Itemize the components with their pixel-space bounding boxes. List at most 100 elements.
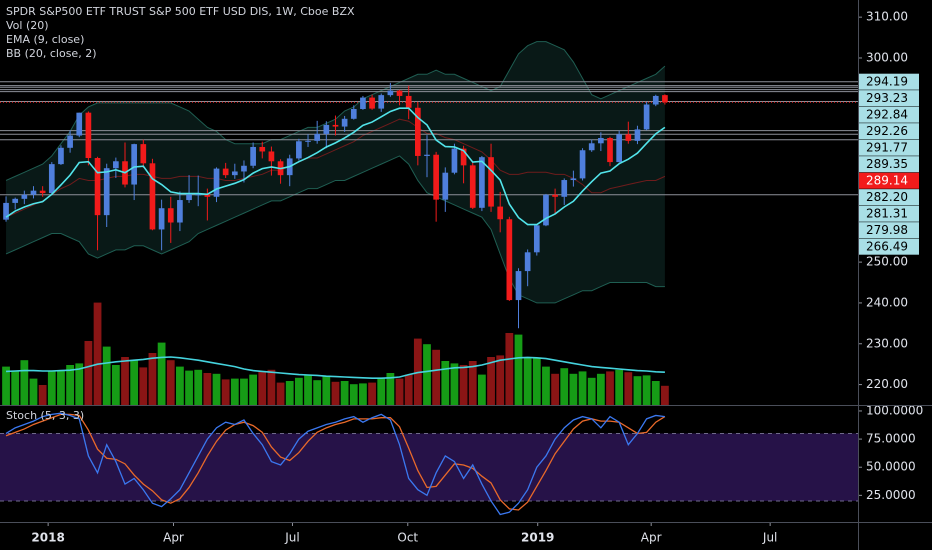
candle-body — [268, 151, 275, 162]
volume-bar — [230, 378, 239, 405]
ema-line — [5, 107, 666, 226]
volume-bar — [514, 334, 523, 405]
volume-bar — [267, 369, 276, 405]
y-tick-label: 75.0000 — [866, 432, 916, 446]
candle-body — [460, 148, 467, 166]
volume-bar — [212, 373, 221, 405]
candle-body — [369, 97, 375, 109]
candle-body — [177, 200, 183, 223]
candle-body — [332, 124, 339, 127]
candle-body — [186, 194, 192, 201]
price-label: 289.14 — [866, 174, 908, 188]
price-label-bg — [859, 123, 919, 140]
candle-body — [204, 194, 211, 197]
candle-body — [85, 112, 92, 158]
candle-body — [405, 95, 412, 108]
price-label: 293.23 — [866, 91, 908, 105]
candle-body — [652, 95, 659, 105]
candle-body — [113, 161, 119, 169]
y-tick-label: 250.00 — [866, 255, 908, 269]
volume-bar — [532, 357, 541, 405]
price-label: 292.26 — [866, 124, 908, 138]
candle-body — [39, 190, 46, 194]
y-tick-label: 100.0000 — [866, 403, 923, 417]
y-tick-label: 220.00 — [866, 377, 908, 391]
candle-body — [533, 225, 540, 253]
volume-bar — [93, 302, 102, 405]
volume-bar — [331, 381, 340, 405]
candle-body — [30, 190, 37, 195]
stoch-k — [5, 412, 665, 516]
volume-bar — [377, 378, 386, 405]
volume-bar — [560, 368, 569, 405]
candle-body — [506, 219, 513, 301]
candle-body — [561, 180, 568, 197]
y-tick-label: 300.00 — [866, 50, 908, 64]
bb-lower — [5, 155, 665, 304]
volume-bar — [496, 355, 505, 405]
candle-body — [552, 194, 558, 197]
x-tick-label: Apr — [163, 531, 184, 545]
volume-bar — [478, 374, 486, 405]
volume-bar — [651, 381, 660, 405]
volume-bar — [432, 349, 441, 405]
volume-bar — [2, 366, 10, 405]
candle-body — [570, 178, 577, 181]
volume-bar — [130, 360, 139, 405]
volume-bar — [505, 333, 514, 405]
price-label: 291.77 — [866, 141, 908, 155]
y-tick-label: 310.00 — [866, 10, 908, 24]
volume-bar — [468, 361, 477, 405]
volume-bar — [441, 361, 450, 405]
candle-body — [195, 194, 202, 196]
plot-area — [0, 41, 858, 516]
volume-bar — [624, 372, 633, 405]
legend: SPDR S&P500 ETF TRUST S&P 500 ETF USD DI… — [6, 5, 355, 422]
volume-bar — [276, 382, 285, 405]
candle-body — [58, 147, 64, 165]
volume-bar — [340, 381, 349, 405]
price-label-bg — [859, 156, 919, 173]
volume-bar — [203, 373, 212, 405]
candle-body — [662, 95, 668, 103]
candle-body — [497, 206, 504, 220]
volume-bar — [487, 357, 495, 405]
candle-body — [67, 135, 73, 148]
x-tick-label: Oct — [397, 531, 418, 545]
candle-body — [259, 146, 266, 152]
candle-body — [424, 154, 430, 156]
candle-body — [12, 198, 19, 203]
x-tick-label: Apr — [641, 531, 662, 545]
volume-bar — [57, 370, 65, 405]
volume-bar — [148, 353, 157, 405]
price-label-bg — [859, 189, 919, 206]
candle-body — [607, 137, 613, 163]
price-label: 281.31 — [866, 207, 908, 221]
volume-bar — [313, 380, 322, 405]
y-tick-label: 240.00 — [866, 295, 908, 309]
candle-body — [94, 157, 101, 216]
price-label-bg — [859, 172, 919, 189]
volume-bar — [459, 365, 468, 405]
price-label: 279.98 — [866, 223, 908, 237]
volume-bar — [38, 385, 47, 405]
candle-body — [3, 202, 9, 220]
volume-bar — [423, 344, 431, 405]
volume-bar — [249, 374, 258, 405]
axes: 310.00 300.00 250.00 240.00 230.00 220.00 294.… — [31, 10, 923, 545]
indicator-label: EMA (9, close) — [6, 33, 84, 46]
volume-bar — [294, 377, 303, 405]
candle-body — [579, 150, 586, 179]
volume-bar — [404, 374, 413, 405]
volume-bar — [84, 341, 93, 405]
volume-bar — [157, 342, 166, 405]
volume-bar — [642, 375, 651, 405]
candle-body — [250, 146, 256, 166]
volume-bar — [240, 378, 248, 405]
price-label-bg — [859, 139, 919, 156]
volume-bar — [221, 379, 230, 405]
volume-bar — [304, 375, 312, 405]
candle-body — [378, 95, 385, 109]
volume-bar — [47, 371, 56, 405]
